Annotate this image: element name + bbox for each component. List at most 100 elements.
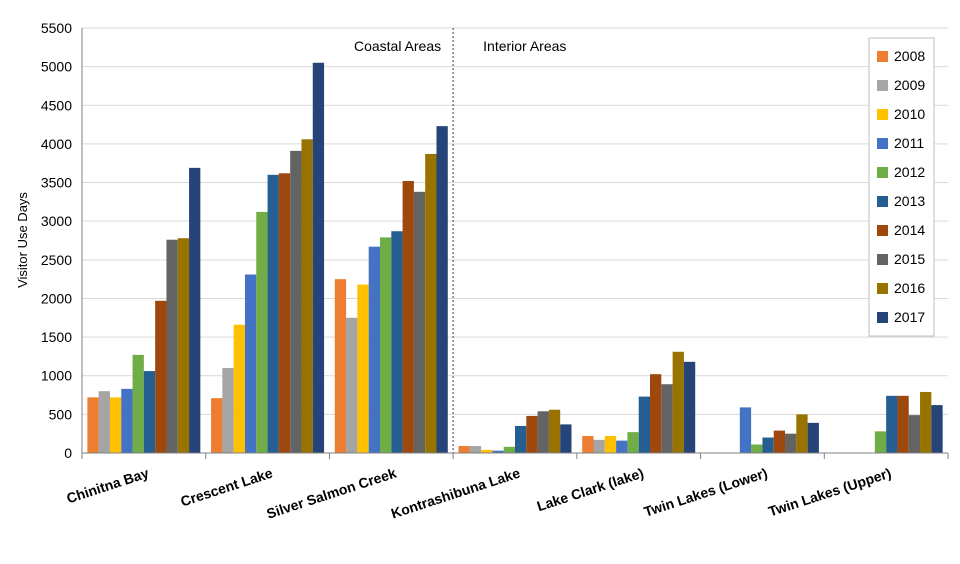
bar <box>109 397 122 453</box>
legend-swatch <box>877 283 888 294</box>
bar <box>650 374 662 453</box>
legend-swatch <box>877 312 888 323</box>
legend-entry: 2011 <box>894 135 924 151</box>
x-tick-label: Crescent Lake <box>179 465 275 510</box>
bar <box>233 324 245 453</box>
legend: 2008 2009 2010 2011 2012 2013 2014 2015 2016 2017 <box>868 37 935 337</box>
y-tick-label: 3000 <box>41 213 72 229</box>
y-axis-title: Visitor Use Days <box>15 192 30 288</box>
bar <box>604 436 617 453</box>
bar <box>874 431 887 453</box>
legend-entry: 2009 <box>894 77 925 93</box>
bar <box>166 239 178 453</box>
y-tick-label: 5000 <box>41 59 72 75</box>
bar <box>548 409 561 453</box>
bar <box>796 414 808 453</box>
legend-swatch <box>877 138 888 149</box>
bar <box>785 433 797 453</box>
bar <box>368 246 380 453</box>
bar <box>346 317 358 453</box>
region-label-coastal: Coastal Areas <box>354 38 441 54</box>
y-tick-label: 3500 <box>41 175 72 191</box>
legend-swatch <box>877 225 888 236</box>
bar <box>211 398 223 453</box>
bar <box>537 411 549 453</box>
bar <box>469 446 482 453</box>
legend-entry: 2008 <box>894 48 925 64</box>
bar <box>908 415 921 453</box>
legend-entry: 2017 <box>894 309 925 325</box>
bar <box>616 440 628 453</box>
y-tick-label: 0 <box>64 445 72 461</box>
bar <box>143 371 156 453</box>
x-tick-label: Twin Lakes (Upper) <box>766 465 893 520</box>
legend-swatch <box>877 167 888 178</box>
gridlines <box>82 27 948 415</box>
legend-entry: 2010 <box>894 106 925 122</box>
bar <box>189 167 201 453</box>
bar <box>334 279 347 453</box>
bar <box>886 395 898 453</box>
bar <box>244 274 257 453</box>
bar <box>627 432 639 453</box>
bar <box>121 388 133 453</box>
bar <box>526 415 538 453</box>
bar <box>560 424 572 453</box>
legend-entry: 2015 <box>894 251 925 267</box>
bar <box>132 354 144 453</box>
bar <box>425 153 437 454</box>
region-label-interior: Interior Areas <box>483 38 566 54</box>
bar <box>481 449 493 453</box>
bar <box>312 62 325 453</box>
bar <box>155 300 167 453</box>
bar <box>683 361 696 453</box>
bar <box>458 446 470 453</box>
bar <box>593 439 605 453</box>
bar <box>436 126 448 454</box>
y-tick-label: 2500 <box>41 252 72 268</box>
bar <box>773 430 786 453</box>
bar <box>357 284 369 453</box>
bars <box>87 62 943 454</box>
legend-swatch <box>877 254 888 265</box>
y-tick-label: 1000 <box>41 368 72 384</box>
bar <box>222 368 234 453</box>
bar <box>751 444 763 453</box>
y-tick-label: 1500 <box>41 329 72 345</box>
bar <box>98 391 110 453</box>
x-tick-label: Kontrashibuna Lake <box>389 465 522 522</box>
bar <box>515 425 527 453</box>
x-tick-label: Silver Salmon Creek <box>264 465 398 522</box>
y-tick-label: 2000 <box>41 290 72 306</box>
bar <box>256 211 268 453</box>
bar <box>379 237 392 453</box>
legend-swatch <box>877 80 888 91</box>
legend-entry: 2014 <box>894 222 925 238</box>
bar <box>87 397 99 453</box>
bar <box>290 150 302 453</box>
bar <box>402 181 414 453</box>
bar <box>503 446 515 453</box>
bar <box>762 437 774 453</box>
y-tick-label: 5500 <box>41 20 72 36</box>
bar <box>638 396 651 453</box>
bar <box>267 174 279 453</box>
y-tick-label: 500 <box>49 406 73 422</box>
legend-swatch <box>877 51 888 62</box>
bar <box>177 238 190 453</box>
legend-swatch <box>877 196 888 207</box>
bar <box>920 391 932 453</box>
bar <box>807 422 819 453</box>
bar <box>278 173 291 454</box>
bar <box>672 351 684 453</box>
bar <box>413 191 426 453</box>
x-tick-label: Chinitna Bay <box>64 465 151 507</box>
legend-entry: 2016 <box>894 280 925 296</box>
legend-swatch <box>877 109 888 120</box>
legend-entry: 2012 <box>894 164 925 180</box>
bar <box>301 139 313 454</box>
y-tick-label: 4000 <box>41 136 72 152</box>
bar <box>897 395 909 453</box>
